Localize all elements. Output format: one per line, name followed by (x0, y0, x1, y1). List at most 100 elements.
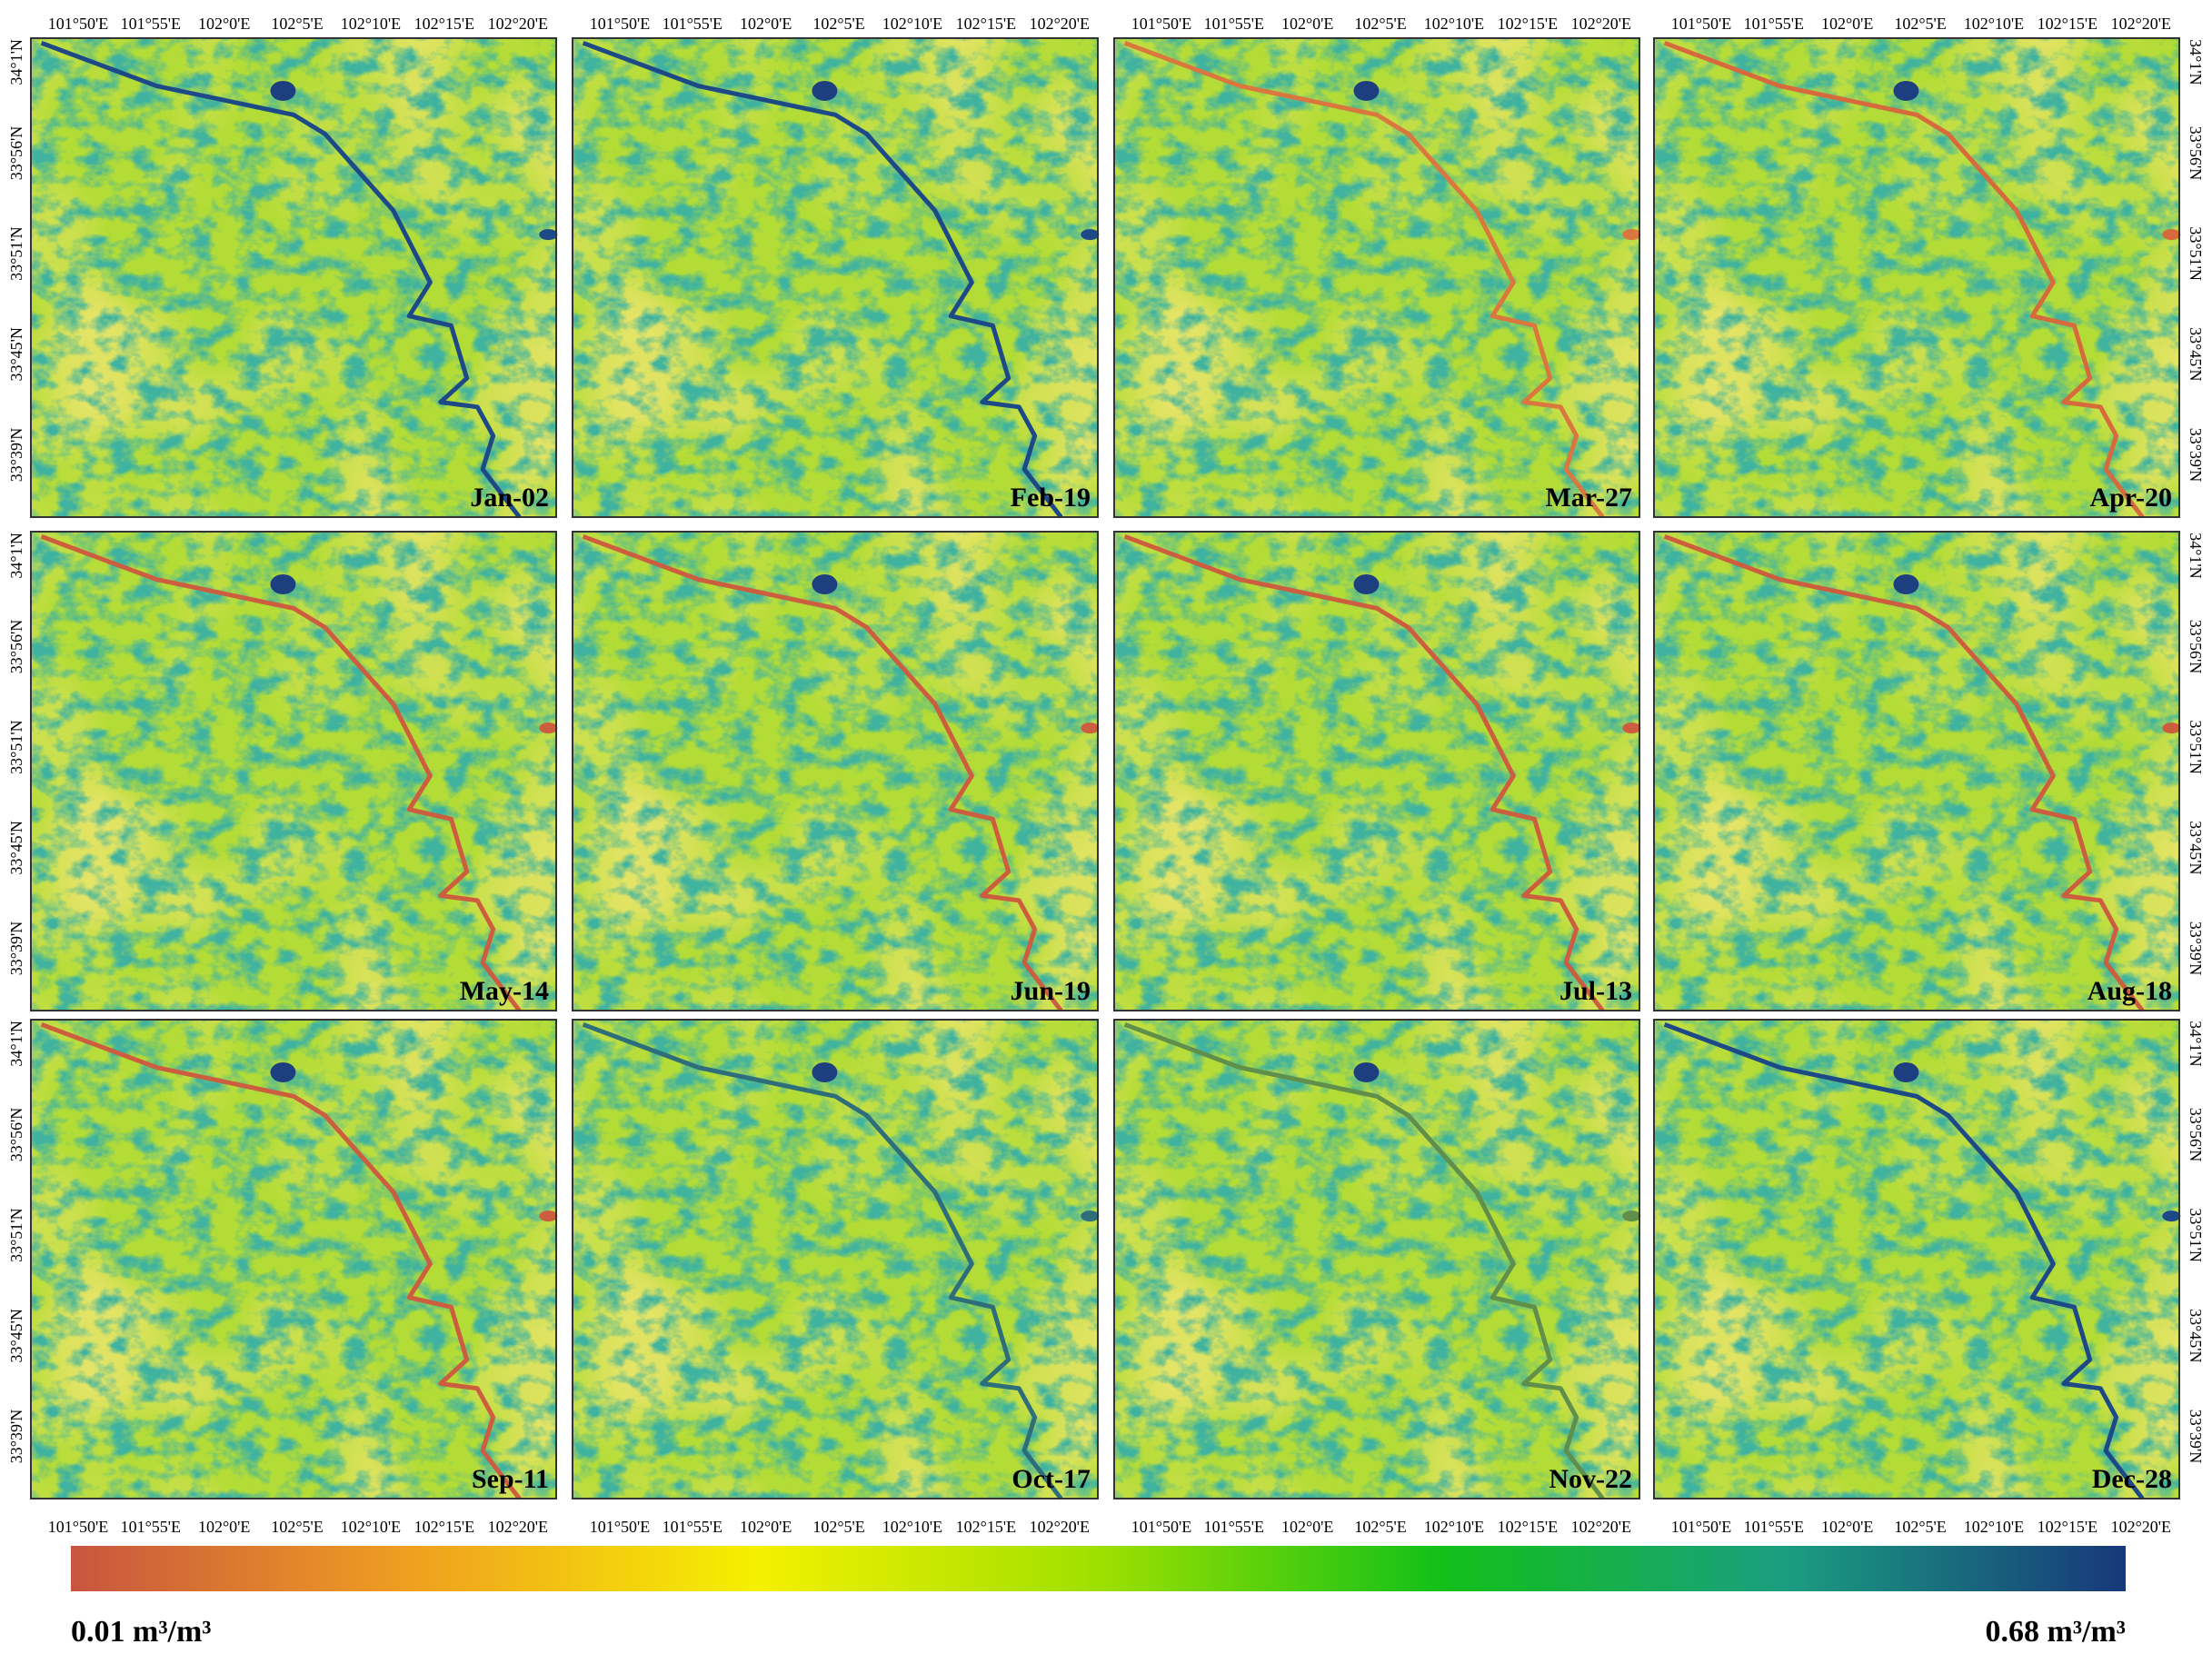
longitude-label: 102°0'E (1821, 15, 1873, 33)
lake (1353, 573, 1380, 594)
pond (1622, 229, 1641, 241)
lake (812, 1061, 838, 1082)
map-terrain (1114, 38, 1639, 517)
latitude-label: 33°56'N (7, 126, 25, 180)
longitude-label: 101°55'E (663, 15, 722, 33)
latitude-label: 33°39'N (2187, 1410, 2205, 1463)
river (582, 533, 1063, 1012)
pond (539, 1211, 558, 1222)
date-label: Feb-19 (1011, 483, 1091, 513)
longitude-label: 102°10'E (882, 1518, 942, 1536)
longitude-label: 101°55'E (121, 15, 181, 33)
map-panel: Jul-13 (1113, 531, 1641, 1012)
date-label: Aug-18 (2087, 976, 2172, 1006)
lake (1353, 80, 1380, 101)
latitude-label: 33°56'N (7, 620, 25, 673)
longitude-label: 102°10'E (1424, 1518, 1484, 1536)
date-label: Apr-20 (2089, 483, 2172, 513)
latitude-label: 33°45'N (2187, 1309, 2205, 1362)
river (1663, 40, 2145, 519)
longitude-label: 101°55'E (1744, 15, 1804, 33)
longitude-label: 102°10'E (341, 15, 401, 33)
latitude-label: 33°39'N (7, 1410, 25, 1463)
date-label: Jan-02 (470, 483, 549, 513)
map-terrain (1654, 38, 2179, 517)
longitude-label: 102°10'E (882, 15, 942, 33)
map-frame (1653, 1019, 2180, 1500)
latitude-label: 33°51'N (7, 226, 25, 280)
lake (812, 573, 838, 594)
lake (1893, 573, 1919, 594)
map-terrain (573, 532, 1098, 1011)
latitude-label: 34°1'N (7, 1021, 25, 1066)
longitude-label: 102°20'E (488, 15, 548, 33)
longitude-label: 102°5'E (1894, 15, 1946, 33)
latitude-label: 33°45'N (7, 1309, 25, 1362)
map-panel: Sep-11 (30, 1019, 558, 1500)
map-panel: Dec-28 (1653, 1019, 2181, 1500)
date-label: Jul-13 (1559, 976, 1632, 1006)
longitude-label: 102°15'E (2038, 15, 2097, 33)
longitude-label: 101°50'E (590, 15, 650, 33)
longitude-label: 102°15'E (1498, 1518, 1558, 1536)
map-frame (1113, 37, 1640, 518)
pond (539, 229, 558, 241)
latitude-label: 34°1'N (2187, 39, 2205, 85)
map-terrain (31, 532, 556, 1011)
river (1663, 533, 2145, 1012)
map-panel: Feb-19 (572, 37, 1100, 519)
latitude-label: 33°51'N (7, 720, 25, 773)
latitude-label: 33°45'N (7, 327, 25, 381)
longitude-label: 102°10'E (1424, 15, 1484, 33)
longitude-label: 101°50'E (590, 1518, 650, 1536)
latitude-label: 33°39'N (2187, 428, 2205, 482)
longitude-label: 102°20'E (1571, 15, 1631, 33)
map-frame (1113, 531, 1640, 1011)
longitude-label: 101°55'E (1204, 1518, 1264, 1536)
date-label: Mar-27 (1545, 483, 1632, 513)
longitude-label: 101°50'E (48, 15, 108, 33)
longitude-label: 102°5'E (1894, 1518, 1946, 1536)
latitude-label: 33°45'N (7, 821, 25, 874)
latitude-label: 34°1'N (2187, 533, 2205, 578)
lake (812, 80, 838, 101)
longitude-label: 101°55'E (1744, 1518, 1804, 1536)
river (1663, 1021, 2145, 1500)
longitude-label: 102°0'E (740, 15, 792, 33)
lake (1893, 1061, 1919, 1082)
longitude-label: 101°50'E (1671, 1518, 1731, 1536)
longitude-label: 101°55'E (1204, 15, 1264, 33)
latitude-label: 33°39'N (7, 428, 25, 482)
longitude-label: 102°15'E (1498, 15, 1558, 33)
latitude-label: 33°51'N (7, 1208, 25, 1261)
map-frame (1653, 37, 2180, 518)
longitude-label: 101°50'E (48, 1518, 108, 1536)
longitude-label: 102°10'E (341, 1518, 401, 1536)
river (40, 1021, 522, 1500)
latitude-label: 33°45'N (2187, 327, 2205, 381)
longitude-label: 102°15'E (2038, 1518, 2097, 1536)
longitude-label: 102°20'E (1030, 1518, 1090, 1536)
map-terrain (1114, 532, 1639, 1011)
longitude-label: 101°50'E (1131, 1518, 1191, 1536)
pond (1081, 229, 1100, 241)
date-label: Sep-11 (472, 1464, 549, 1494)
longitude-label: 102°0'E (198, 15, 250, 33)
longitude-label: 102°5'E (271, 15, 323, 33)
river (40, 533, 522, 1012)
longitude-label: 102°0'E (1281, 1518, 1333, 1536)
map-panel: Aug-18 (1653, 531, 2181, 1012)
river (1123, 40, 1605, 519)
map-frame (1653, 531, 2180, 1011)
pond (2162, 229, 2181, 241)
longitude-label: 102°20'E (1571, 1518, 1631, 1536)
map-frame (30, 1019, 557, 1500)
map-frame (30, 531, 557, 1011)
pond (1622, 1211, 1641, 1222)
map-frame (572, 531, 1099, 1011)
map-terrain (1654, 1020, 2179, 1499)
longitude-label: 102°5'E (1354, 1518, 1406, 1536)
colorbar-max-label: 0.68 m³/m³ (1986, 1615, 2126, 1649)
longitude-label: 102°0'E (1821, 1518, 1873, 1536)
